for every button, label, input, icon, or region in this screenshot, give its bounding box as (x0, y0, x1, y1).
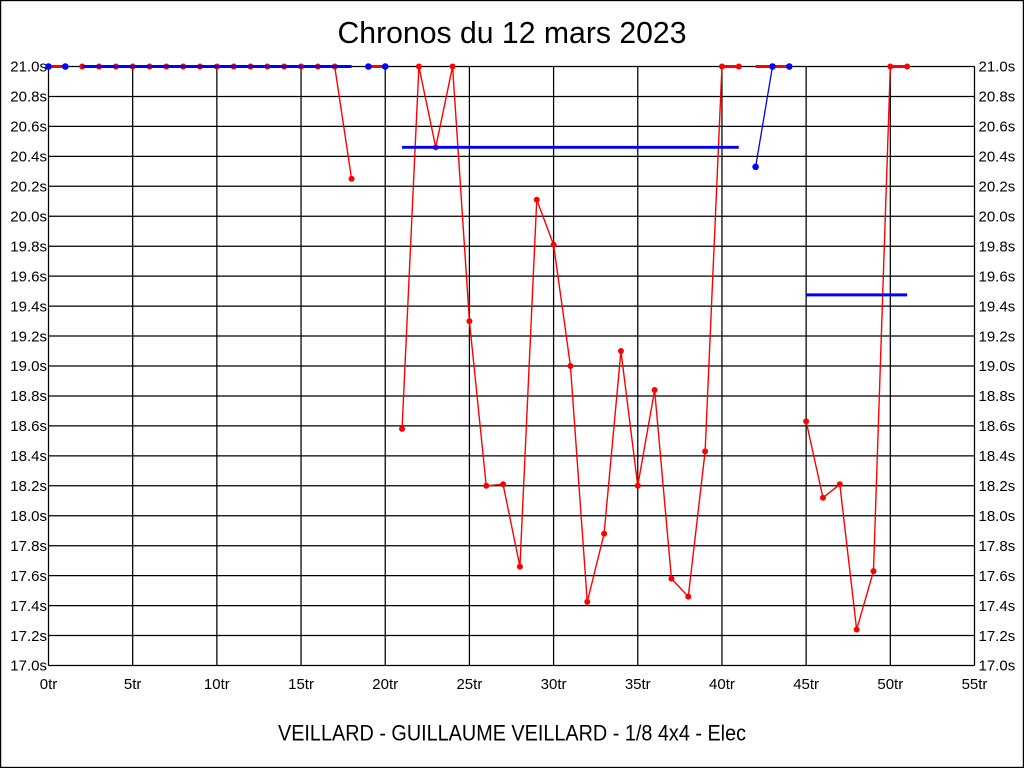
svg-text:19.6s: 19.6s (979, 268, 1016, 285)
svg-text:21.0s: 21.0s (979, 59, 1016, 76)
svg-text:18.4s: 18.4s (10, 448, 47, 465)
svg-text:19.8s: 19.8s (979, 238, 1016, 255)
svg-text:20.6s: 20.6s (979, 119, 1016, 136)
svg-text:50tr: 50tr (877, 676, 903, 693)
svg-text:20.8s: 20.8s (979, 89, 1016, 106)
svg-text:20tr: 20tr (372, 676, 398, 693)
svg-text:18.6s: 18.6s (979, 418, 1016, 435)
svg-text:19.2s: 19.2s (10, 328, 47, 345)
svg-text:Chronos du 12 mars 2023: Chronos du 12 mars 2023 (338, 15, 687, 50)
svg-text:15tr: 15tr (288, 676, 314, 693)
svg-text:19.4s: 19.4s (979, 298, 1016, 315)
svg-text:45tr: 45tr (793, 676, 819, 693)
svg-text:20.6s: 20.6s (10, 119, 47, 136)
svg-text:17.8s: 17.8s (10, 538, 47, 555)
svg-text:18.8s: 18.8s (979, 388, 1016, 405)
svg-text:19.0s: 19.0s (979, 358, 1016, 375)
svg-text:17.2s: 17.2s (979, 628, 1016, 645)
svg-text:18.2s: 18.2s (10, 478, 47, 495)
svg-text:19.2s: 19.2s (979, 328, 1016, 345)
svg-text:17.0s: 17.0s (10, 658, 47, 675)
svg-text:20.0s: 20.0s (979, 208, 1016, 225)
svg-text:17.2s: 17.2s (10, 628, 47, 645)
svg-text:19.6s: 19.6s (10, 268, 47, 285)
svg-text:17.4s: 17.4s (979, 598, 1016, 615)
svg-text:18.0s: 18.0s (10, 508, 47, 525)
svg-text:18.8s: 18.8s (10, 388, 47, 405)
svg-text:5tr: 5tr (124, 676, 142, 693)
svg-text:18.2s: 18.2s (979, 478, 1016, 495)
svg-text:25tr: 25tr (456, 676, 482, 693)
svg-text:20.4s: 20.4s (10, 149, 47, 166)
svg-text:20.4s: 20.4s (979, 149, 1016, 166)
svg-text:19.4s: 19.4s (10, 298, 47, 315)
svg-text:17.4s: 17.4s (10, 598, 47, 615)
svg-text:VEILLARD - GUILLAUME VEILLARD: VEILLARD - GUILLAUME VEILLARD - 1/8 4x4 … (278, 721, 746, 746)
svg-text:18.0s: 18.0s (979, 508, 1016, 525)
svg-text:55tr: 55tr (962, 676, 988, 693)
svg-text:10tr: 10tr (204, 676, 230, 693)
svg-text:0tr: 0tr (40, 676, 58, 693)
svg-text:17.6s: 17.6s (10, 568, 47, 585)
svg-text:20.8s: 20.8s (10, 89, 47, 106)
svg-text:40tr: 40tr (709, 676, 735, 693)
svg-text:19.0s: 19.0s (10, 358, 47, 375)
svg-text:19.8s: 19.8s (10, 238, 47, 255)
svg-text:20.0s: 20.0s (10, 208, 47, 225)
svg-text:20.2s: 20.2s (10, 179, 47, 196)
svg-text:18.6s: 18.6s (10, 418, 47, 435)
svg-text:20.2s: 20.2s (979, 179, 1016, 196)
svg-text:17.6s: 17.6s (979, 568, 1016, 585)
svg-text:30tr: 30tr (541, 676, 567, 693)
svg-text:21.0s: 21.0s (10, 59, 47, 76)
svg-text:18.4s: 18.4s (979, 448, 1016, 465)
svg-text:35tr: 35tr (625, 676, 651, 693)
svg-text:17.0s: 17.0s (979, 658, 1016, 675)
svg-text:17.8s: 17.8s (979, 538, 1016, 555)
